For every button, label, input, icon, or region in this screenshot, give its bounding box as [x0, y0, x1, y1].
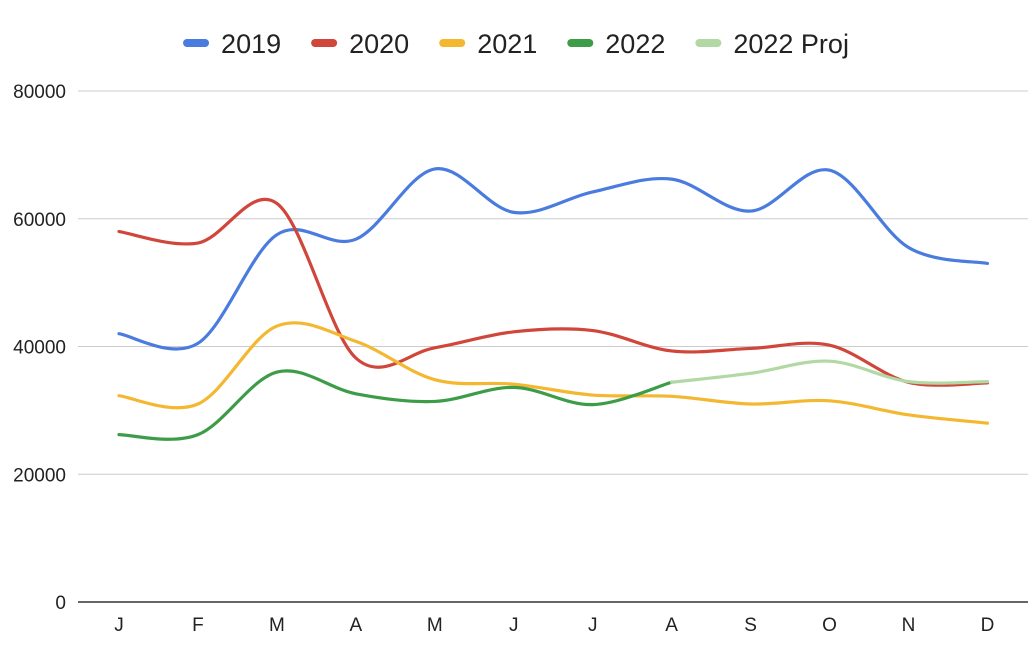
legend-item-2019: 2019 — [183, 29, 281, 59]
x-tick-label: N — [902, 615, 916, 636]
y-tick-label: 80000 — [13, 82, 66, 103]
legend-swatch — [567, 39, 594, 47]
legend-item-2020: 2020 — [311, 29, 409, 59]
series-line-2022-proj — [670, 359, 990, 385]
series-line-2020 — [117, 197, 990, 387]
legend: 2019 2020 2021 2022 2022 Proj — [183, 29, 849, 59]
y-tick-label: 0 — [55, 593, 66, 614]
x-tick-label: F — [192, 615, 204, 636]
legend-swatch — [311, 39, 338, 47]
x-tick-label: J — [588, 615, 598, 636]
y-axis: 0 20000 40000 60000 80000 — [13, 82, 66, 614]
legend-label: 2020 — [349, 29, 409, 59]
y-tick-label: 40000 — [13, 338, 66, 359]
legend-swatch — [183, 39, 210, 47]
legend-swatch — [695, 39, 722, 47]
series-line-2019 — [117, 167, 990, 351]
legend-item-2022: 2022 — [567, 29, 665, 59]
x-tick-label: A — [350, 615, 363, 636]
x-tick-label: M — [269, 615, 285, 636]
x-tick-label: O — [822, 615, 837, 636]
series-lines — [117, 167, 990, 441]
legend-item-2021: 2021 — [439, 29, 537, 59]
x-tick-label: D — [981, 615, 995, 636]
series-line-2021 — [117, 321, 990, 425]
legend-label: 2021 — [477, 29, 537, 59]
y-tick-label: 20000 — [13, 465, 66, 486]
x-tick-label: J — [114, 615, 124, 636]
legend-label: 2022 Proj — [733, 29, 849, 59]
gridlines — [78, 90, 1028, 475]
x-tick-label: J — [509, 615, 519, 636]
legend-swatch — [439, 39, 466, 47]
x-tick-label: M — [427, 615, 443, 636]
x-tick-label: S — [744, 615, 757, 636]
legend-label: 2022 — [605, 29, 665, 59]
legend-item-2022-proj: 2022 Proj — [695, 29, 849, 59]
y-tick-label: 60000 — [13, 210, 66, 231]
legend-label: 2019 — [221, 29, 281, 59]
x-tick-label: A — [665, 615, 678, 636]
series-line-2022 — [117, 369, 674, 441]
